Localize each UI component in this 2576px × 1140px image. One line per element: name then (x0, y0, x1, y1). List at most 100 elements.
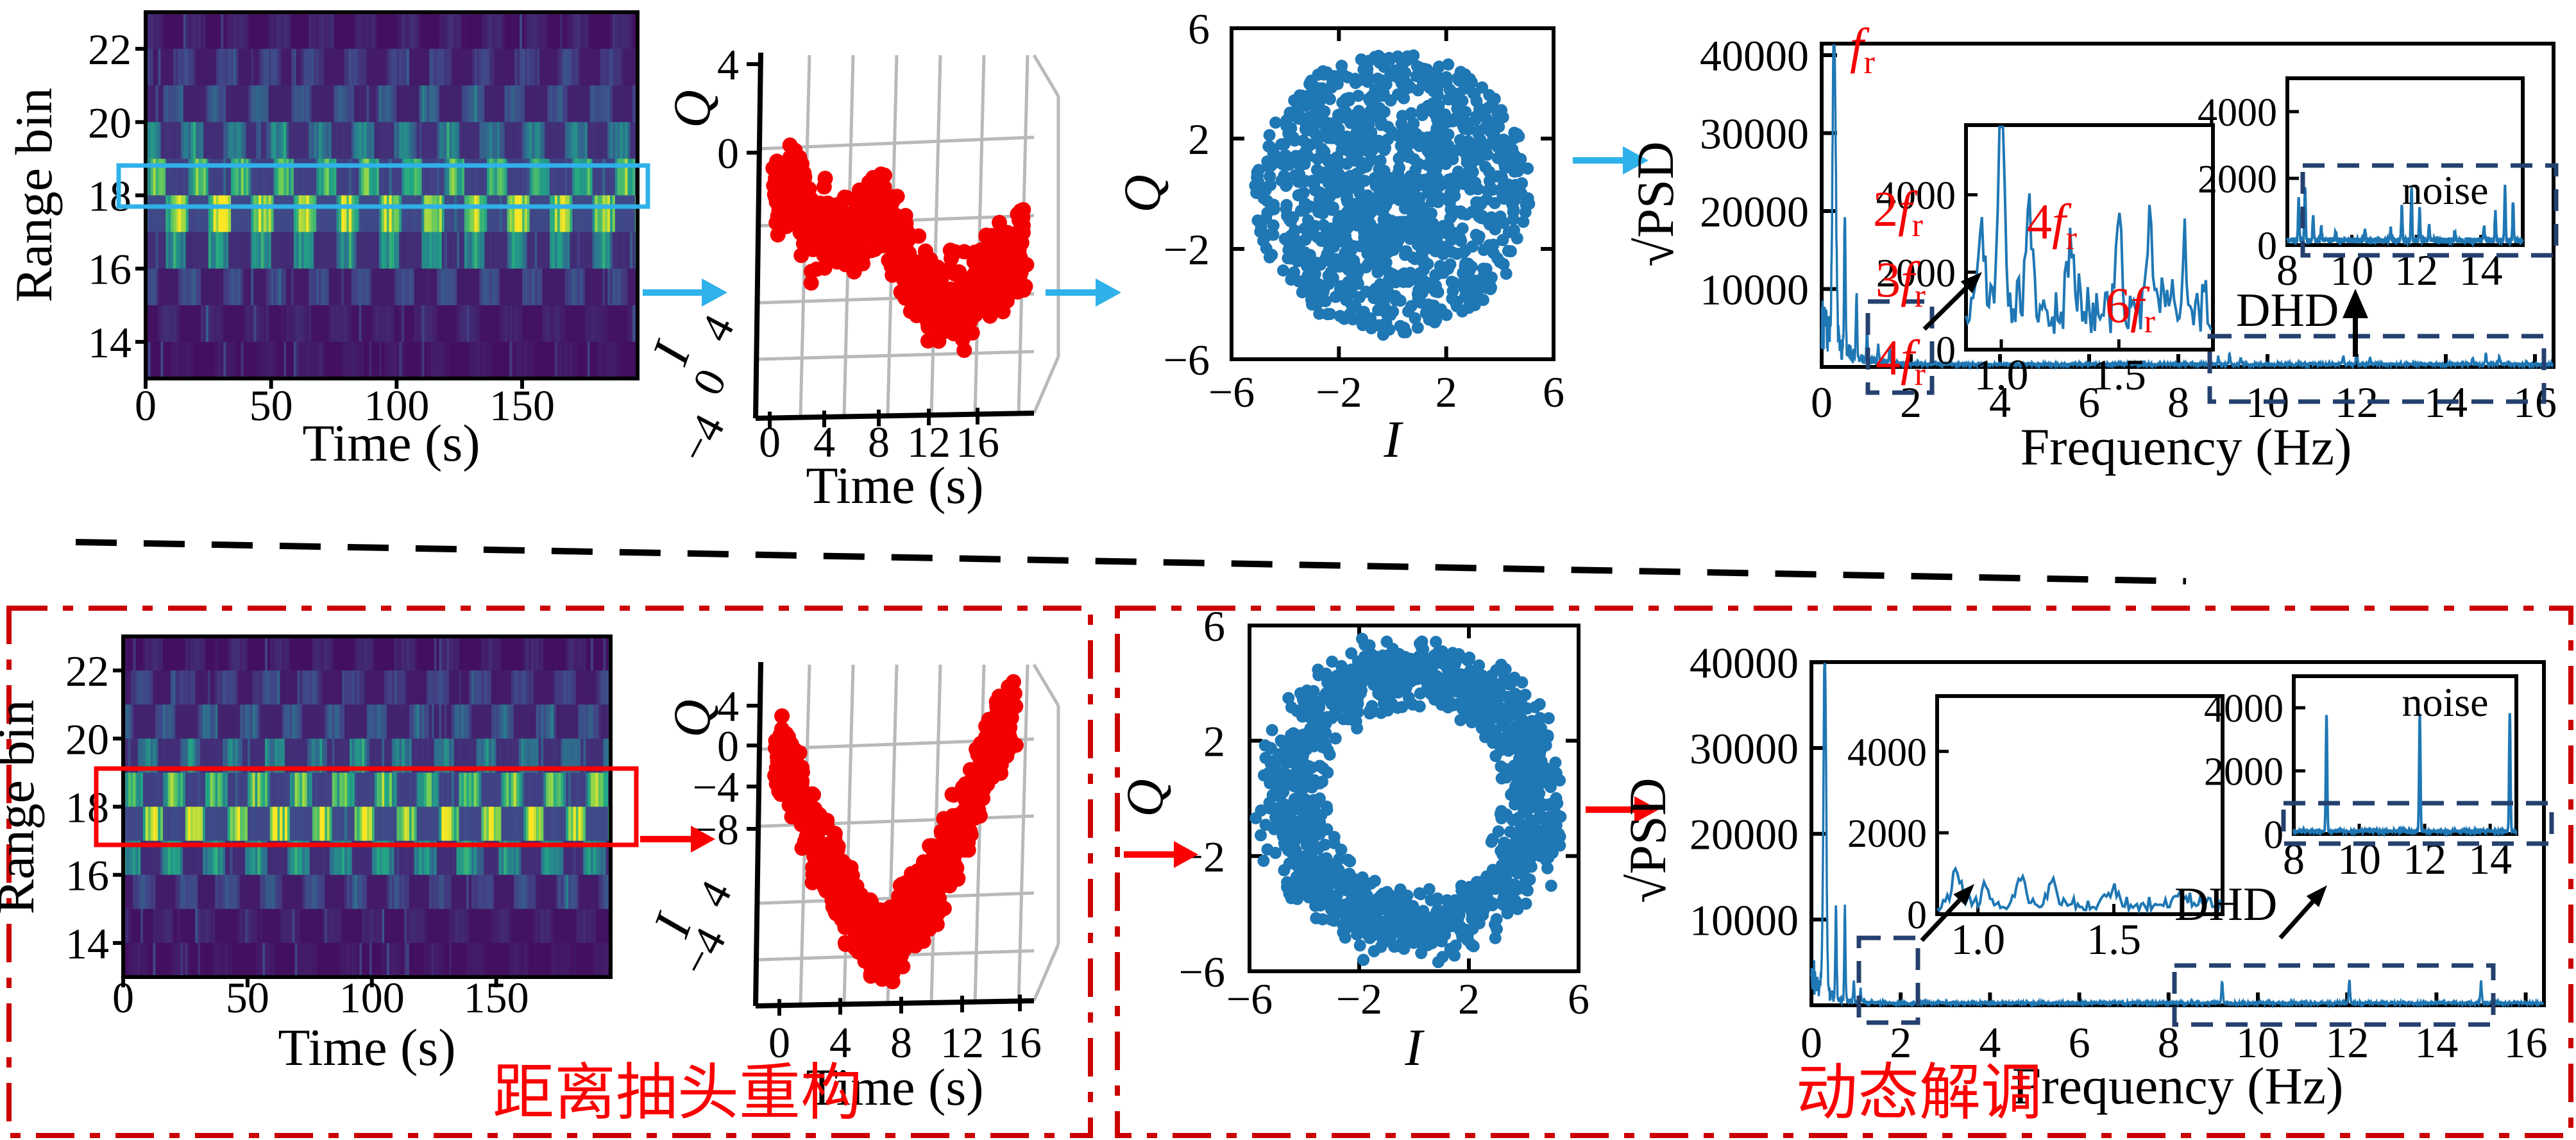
tick-label: 6 (1543, 368, 1564, 416)
dashed-noise-box-bottom-inset (2281, 801, 2554, 846)
tick-label: 18 (65, 783, 109, 832)
tick-label: 22 (88, 25, 131, 74)
tick-label: −2 (1164, 225, 1210, 274)
tick-label: 50 (250, 381, 293, 430)
tick-label: 1.0 (1974, 350, 2029, 399)
blue-dot-cloud (1249, 49, 1536, 341)
tick-label: 14 (2459, 246, 2503, 294)
tick-label: 0 (1907, 894, 1927, 937)
tick-label: 2000 (1876, 251, 1956, 295)
tick-label: 4 (1979, 1018, 2001, 1067)
label-fr: fr (1850, 18, 1875, 81)
tick-label: −6 (1226, 974, 1273, 1023)
psd-curve (1820, 44, 2554, 371)
tick-label: 0 (717, 722, 739, 770)
tick-label: −6 (1179, 948, 1225, 996)
tick-label: 2 (1203, 717, 1225, 766)
tick-label: 150 (489, 381, 555, 430)
tick-label: 0 (2264, 813, 2284, 857)
tick-label: 16 (956, 418, 999, 466)
red-dot-cloud (767, 674, 1024, 990)
tick-label: 14 (88, 318, 131, 367)
top-constellation-xlabel: I (1383, 410, 1403, 468)
tick-label: 12 (940, 1018, 984, 1067)
tick-label: 50 (226, 973, 269, 1022)
dhd-pointer-arrow-top (2343, 289, 2368, 357)
bottom-3d-xlabel: Time (s) (806, 1058, 983, 1116)
psd-curve (2286, 184, 2524, 248)
tick-label: 0 (759, 418, 781, 466)
psd-frame (1820, 42, 2555, 369)
tick-label: 0 (1801, 1018, 1822, 1067)
red-range-tap-highlight-box (94, 766, 639, 847)
tick-label: 16 (65, 851, 109, 900)
bottom-iq-3d-trajectory: 40−4−84−40 4 8 12 16 (670, 661, 1060, 1067)
top-constellation-ylabel: Q (1113, 174, 1171, 212)
red-flow-arrow-2 (1124, 841, 1198, 868)
noise-label-bottom: noise (2402, 679, 2488, 725)
bottom-psd-ylabel: √PSD (1618, 778, 1677, 903)
label-4fr: 4fr (1876, 330, 1926, 393)
psd-curve (1965, 126, 2213, 334)
blue-dot-cloud (1250, 633, 1567, 969)
red-dashdot-box-dynamic-demodulation (1115, 606, 2573, 1138)
tick-label: 22 (65, 647, 109, 695)
tick-label: 8 (2167, 378, 2189, 427)
top-heatmap-ylabel: Range bin (4, 88, 63, 303)
scatter-frame (1230, 26, 1555, 361)
tick-label: −4 (669, 406, 734, 470)
bottom-psd-xlabel: Frequency (Hz) (2012, 1057, 2344, 1115)
dhd-label-bottom: DHD (2174, 878, 2277, 931)
top-iq-constellation: −6 −2 2 6 6 2 −2 −6 (1164, 4, 1564, 416)
bottom-heatmap-xlabel: Time (s) (278, 1018, 455, 1076)
tick-label: 2 (1436, 368, 1457, 416)
cyan-flow-arrow-3 (1573, 146, 1648, 174)
psd-curve (2292, 713, 2518, 838)
red-flow-arrow-3 (1586, 796, 1659, 823)
tick-label: 8 (2276, 246, 2298, 294)
tick-label: 0 (1811, 378, 1833, 427)
tick-label: 8 (890, 1018, 912, 1067)
top-psd-xlabel: Frequency (Hz) (2021, 418, 2352, 476)
tick-label: 30000 (1690, 724, 1799, 773)
tick-label: 12 (907, 418, 951, 466)
tick-label: 20000 (1690, 810, 1799, 859)
tick-label: 6 (2078, 378, 2100, 427)
dashed-zoom-box-harmonics-top (1865, 299, 1935, 395)
tick-label: 8 (868, 418, 890, 466)
bottom-3d-i-label: I (641, 905, 703, 944)
tick-label: 16 (88, 245, 131, 294)
tick-label: −2 (1336, 974, 1382, 1023)
tick-label: 4000 (1847, 731, 1927, 774)
tick-label: 40000 (1700, 31, 1809, 80)
tick-label: 1.5 (2092, 350, 2146, 399)
scatter-frame (1248, 624, 1580, 973)
noise-label-top: noise (2402, 167, 2488, 213)
tick-label: 12 (2394, 246, 2438, 294)
tick-label: 20 (65, 715, 109, 763)
psd-curve (1936, 865, 2222, 915)
dashed-dhd-band-box-bottom (2172, 963, 2496, 1027)
tick-label: 4 (690, 307, 743, 349)
bottom-iq-constellation: −6 −2 2 662−2−6 (1179, 602, 1589, 1023)
zoom-pointer-arrow-top (1922, 272, 1982, 331)
tick-label: −6 (1164, 336, 1210, 384)
top-3d-q-label: Q (663, 90, 721, 128)
tick-label: 16 (2504, 1018, 2548, 1067)
zoom-pointer-arrow-bottom (1920, 884, 1974, 942)
tick-label: 16 (998, 1018, 1042, 1067)
top-psd-ylabel: √PSD (1626, 141, 1684, 266)
tick-label: −4 (693, 763, 739, 812)
tick-label: 4 (813, 418, 835, 466)
tick-label: 2 (1890, 1018, 1911, 1067)
top-3d-xlabel: Time (s) (806, 456, 983, 515)
bottom-constellation-ylabel: Q (1115, 779, 1174, 817)
psd-inset-frame (1935, 694, 2224, 916)
tick-label: 2000 (1847, 812, 1927, 856)
tick-label: 10000 (1690, 896, 1799, 944)
top-heatmap-xlabel: Time (s) (302, 414, 480, 472)
tick-label: 150 (464, 973, 529, 1022)
tick-label: 2 (1188, 115, 1210, 164)
